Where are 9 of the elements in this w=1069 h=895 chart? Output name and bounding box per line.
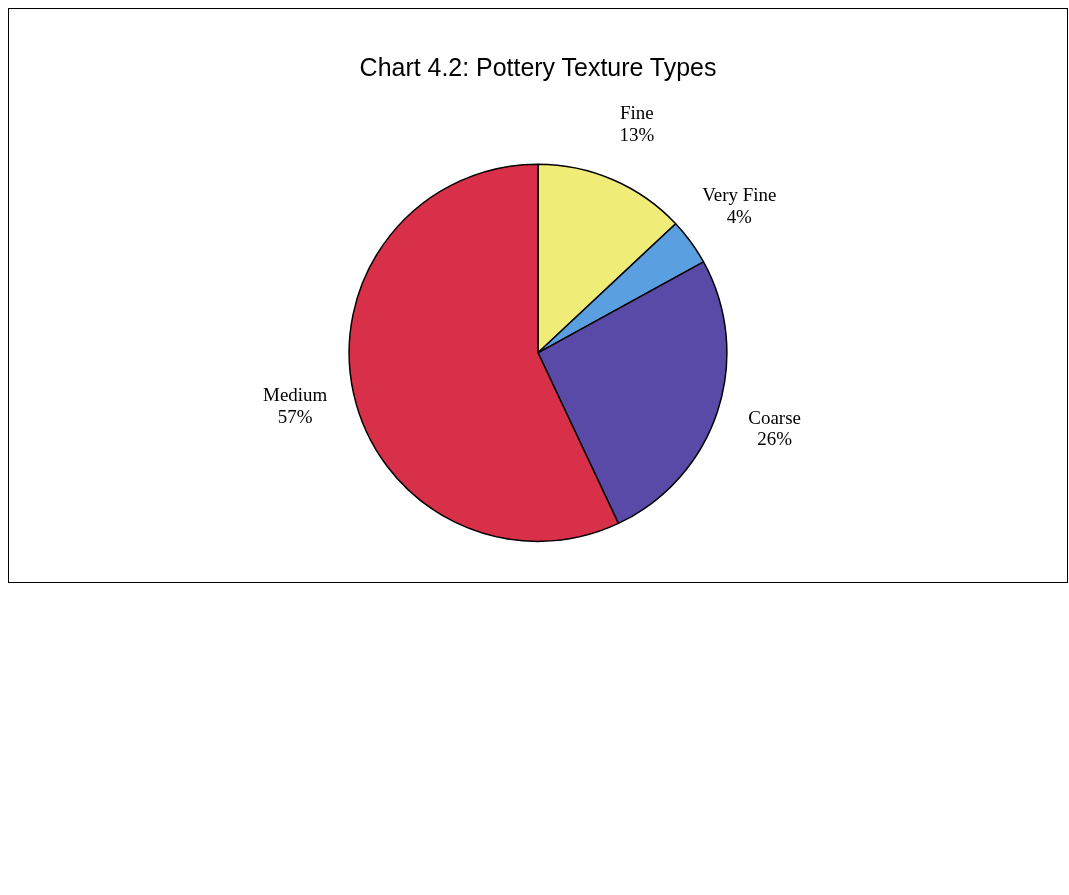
slice-label: Fine (619, 101, 654, 123)
chart-title: Chart 4.2: Pottery Texture Types (359, 52, 717, 81)
slice-label: Medium (263, 384, 328, 405)
data-label: 13% (619, 123, 655, 145)
slice-label: Very Fine (702, 183, 777, 205)
data-label: 4% (726, 205, 753, 227)
data-label: 57% (277, 405, 313, 427)
data-label: 26% (757, 428, 793, 450)
slice-label: Coarse (748, 406, 801, 428)
